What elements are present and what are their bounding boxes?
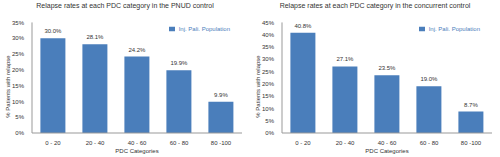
svg-text:35%: 35% [12,20,25,26]
svg-text:27.1%: 27.1% [336,56,354,62]
svg-text:20 - 40: 20 - 40 [336,140,355,146]
svg-text:25%: 25% [262,69,275,75]
svg-text:5%: 5% [265,118,274,124]
svg-text:PDC Categories: PDC Categories [365,148,408,154]
svg-text:60 - 80: 60 - 80 [420,140,439,146]
svg-text:80 -100: 80 -100 [211,140,232,146]
svg-text:80 -100: 80 -100 [461,140,482,146]
svg-text:45%: 45% [262,20,275,26]
svg-text:0%: 0% [265,130,274,136]
svg-text:23.5%: 23.5% [378,65,396,71]
html-text:Relapse rates at each PDC cate: Relapse rates at each PDC category in th… [279,2,471,9]
svg-text:30.0%: 30.0% [44,28,62,34]
svg-text:0 - 20: 0 - 20 [295,140,311,146]
html-text:Relapse rates at each PDC cate: Relapse rates at each PDC category in th… [36,2,214,9]
svg-text:8.7%: 8.7% [464,102,478,108]
svg-text:20 - 40: 20 - 40 [86,140,105,146]
svg-text:9.9%: 9.9% [214,92,228,98]
html-text:Inj. Pali. Population: Inj. Pali. Population [178,26,230,32]
svg-text:19.0%: 19.0% [420,76,438,82]
svg-text:15%: 15% [12,83,25,89]
svg-text:0%: 0% [15,130,24,136]
svg-text:19.9%: 19.9% [170,60,188,66]
svg-text:40.8%: 40.8% [294,23,312,29]
svg-text:30%: 30% [12,35,25,41]
svg-text:40%: 40% [262,32,275,38]
svg-text:24.2%: 24.2% [128,47,146,53]
svg-text:40 - 60: 40 - 60 [128,140,147,146]
svg-text:5%: 5% [15,114,24,120]
svg-text:40 - 60: 40 - 60 [378,140,397,146]
html-text:Inj. Pali. Population: Inj. Pali. Population [428,26,480,32]
svg-text:35%: 35% [262,44,275,50]
svg-text:60 - 80: 60 - 80 [170,140,189,146]
svg-text:30%: 30% [262,56,275,62]
svg-text:PDC Categories: PDC Categories [115,148,158,154]
svg-text:% Patients with relapse: % Patients with relapse [255,55,261,118]
svg-text:25%: 25% [12,51,25,57]
svg-text:10%: 10% [262,106,275,112]
svg-text:15%: 15% [262,93,275,99]
svg-text:28.1%: 28.1% [86,34,104,40]
svg-text:10%: 10% [12,99,25,105]
svg-text:% Patients with relapse: % Patients with relapse [8,55,11,118]
svg-text:0 - 20: 0 - 20 [45,140,61,146]
svg-text:20%: 20% [12,67,25,73]
svg-text:20%: 20% [262,81,275,87]
